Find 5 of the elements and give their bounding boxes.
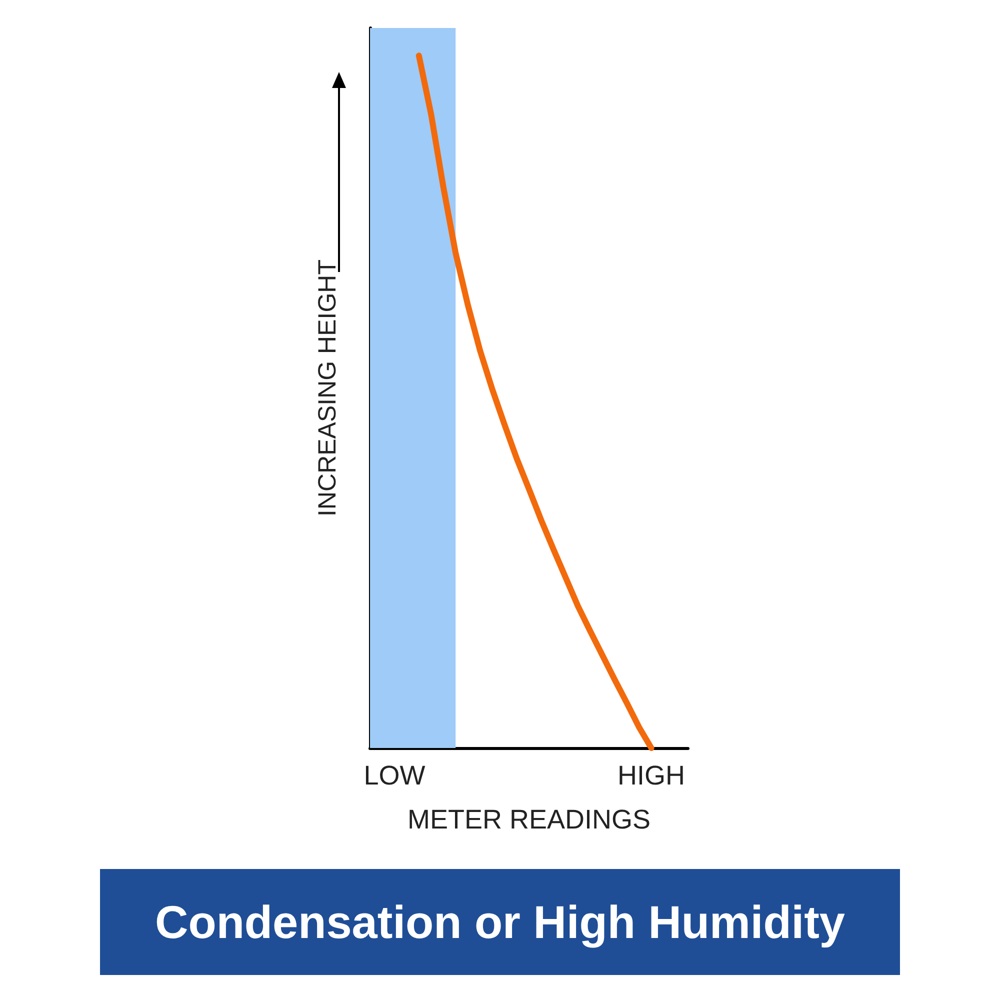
x-axis-title: METER READINGS bbox=[407, 804, 651, 834]
x-tick-label: LOW bbox=[364, 760, 426, 790]
y-axis-title: INCREASING HEIGHT bbox=[314, 260, 342, 516]
x-tick-label: HIGH bbox=[618, 760, 686, 790]
text: Condensation or High Humidity bbox=[155, 896, 846, 948]
